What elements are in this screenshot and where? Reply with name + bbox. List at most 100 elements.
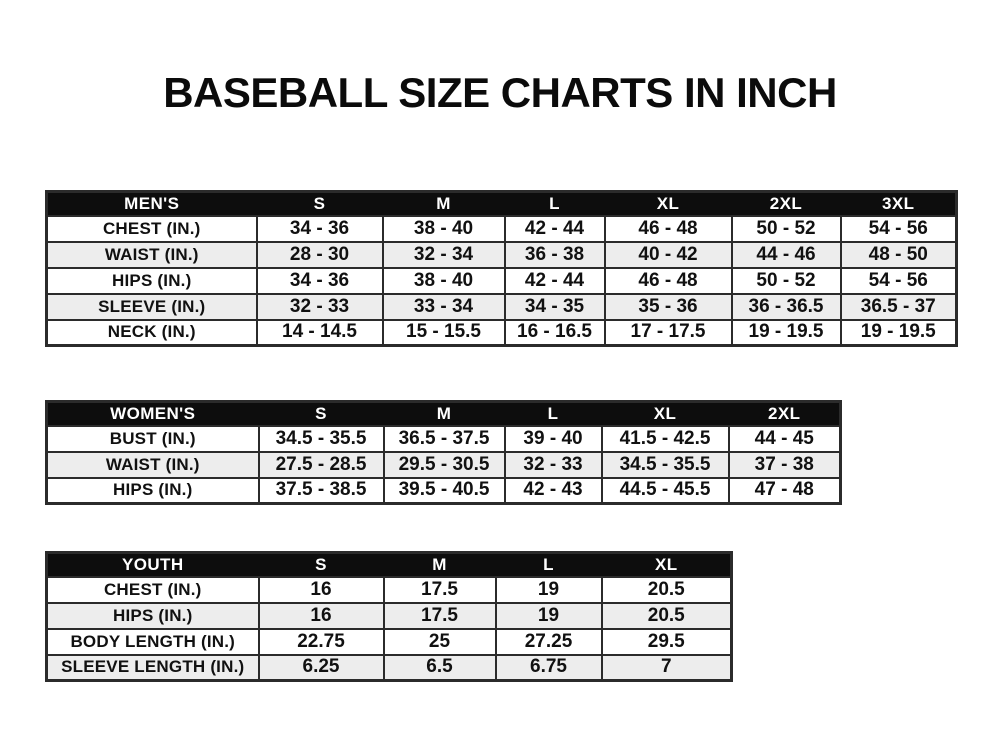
size-column-header: S: [255, 190, 384, 217]
row-label: NECK (IN.): [45, 318, 258, 347]
size-value-cell: 34.5 - 35.5: [600, 450, 730, 479]
row-label: CHEST (IN.): [45, 575, 260, 604]
size-value-cell: 34 - 35: [503, 292, 606, 321]
size-value-cell: 39 - 40: [503, 424, 603, 453]
size-value-cell: 37.5 - 38.5: [257, 476, 385, 505]
size-column-header: L: [503, 190, 606, 217]
page-title: BASEBALL SIZE CHARTS IN INCH: [163, 69, 837, 116]
header-row-youth: YOUTH S M L XL: [45, 551, 733, 578]
size-value-cell: 36.5 - 37.5: [382, 424, 506, 453]
size-value-cell: 36 - 36.5: [730, 292, 842, 321]
size-column-header: S: [257, 400, 385, 427]
size-value-cell: 44.5 - 45.5: [600, 476, 730, 505]
size-column-header: L: [503, 400, 603, 427]
size-value-cell: 47 - 48: [727, 476, 842, 505]
size-value-cell: 34 - 36: [255, 266, 384, 295]
table-row: HIPS (IN.) 16 17.5 19 20.5: [45, 601, 733, 630]
header-row-womens: WOMEN'S S M L XL 2XL: [45, 400, 842, 427]
header-row-mens: MEN'S S M L XL 2XL 3XL: [45, 190, 958, 217]
size-column-header: XL: [603, 190, 733, 217]
size-value-cell: 17.5: [382, 575, 497, 604]
size-value-cell: 17 - 17.5: [603, 318, 733, 347]
size-value-cell: 54 - 56: [839, 214, 958, 243]
size-value-cell: 44 - 45: [727, 424, 842, 453]
size-value-cell: 15 - 15.5: [381, 318, 506, 347]
row-label: WAIST (IN.): [45, 450, 260, 479]
size-column-header: XL: [600, 400, 730, 427]
size-value-cell: 34 - 36: [255, 214, 384, 243]
row-label: BUST (IN.): [45, 424, 260, 453]
size-value-cell: 50 - 52: [730, 214, 842, 243]
table-row: BUST (IN.) 34.5 - 35.5 36.5 - 37.5 39 - 40 4…: [45, 424, 842, 453]
row-label: SLEEVE LENGTH (IN.): [45, 653, 260, 682]
size-value-cell: 32 - 34: [381, 240, 506, 269]
size-column-header: 3XL: [839, 190, 958, 217]
size-value-cell: 17.5: [382, 601, 497, 630]
womens-size-table-section: WOMEN'S S M L XL 2XL BUST (IN.) 34.5 - 35.5 36.5…: [45, 400, 842, 505]
size-column-header: L: [494, 551, 603, 578]
size-value-cell: 38 - 40: [381, 266, 506, 295]
size-value-cell: 48 - 50: [839, 240, 958, 269]
table-row: HIPS (IN.) 37.5 - 38.5 39.5 - 40.5 42 - 43 4…: [45, 476, 842, 505]
size-value-cell: 29.5 - 30.5: [382, 450, 506, 479]
size-value-cell: 46 - 48: [603, 214, 733, 243]
size-value-cell: 16: [257, 575, 385, 604]
size-value-cell: 22.75: [257, 627, 385, 656]
size-table-mens: MEN'S S M L XL 2XL 3XL CHEST (IN.) 34 - 36 38 - 4…: [45, 190, 958, 347]
row-label: SLEEVE (IN.): [45, 292, 258, 321]
size-column-header: S: [257, 551, 385, 578]
row-label: WAIST (IN.): [45, 240, 258, 269]
size-value-cell: 33 - 34: [381, 292, 506, 321]
size-value-cell: 46 - 48: [603, 266, 733, 295]
size-value-cell: 6.75: [494, 653, 603, 682]
row-label: BODY LENGTH (IN.): [45, 627, 260, 656]
table-row: SLEEVE (IN.) 32 - 33 33 - 34 34 - 35 35 - 36…: [45, 292, 958, 321]
size-value-cell: 16 - 16.5: [503, 318, 606, 347]
size-value-cell: 42 - 44: [503, 266, 606, 295]
row-label: CHEST (IN.): [45, 214, 258, 243]
size-column-header: M: [381, 190, 506, 217]
size-value-cell: 38 - 40: [381, 214, 506, 243]
size-value-cell: 20.5: [600, 601, 733, 630]
size-value-cell: 35 - 36: [603, 292, 733, 321]
mens-size-table-section: MEN'S S M L XL 2XL 3XL CHEST (IN.) 34 - 36 38 - 4…: [45, 190, 958, 347]
size-value-cell: 14 - 14.5: [255, 318, 384, 347]
size-column-header: 2XL: [730, 190, 842, 217]
size-value-cell: 36.5 - 37: [839, 292, 958, 321]
size-value-cell: 7: [600, 653, 733, 682]
size-value-cell: 27.5 - 28.5: [257, 450, 385, 479]
size-value-cell: 32 - 33: [255, 292, 384, 321]
size-value-cell: 41.5 - 42.5: [600, 424, 730, 453]
size-value-cell: 25: [382, 627, 497, 656]
size-value-cell: 19 - 19.5: [839, 318, 958, 347]
table-row: WAIST (IN.) 28 - 30 32 - 34 36 - 38 40 - 42 4…: [45, 240, 958, 269]
size-column-header: XL: [600, 551, 733, 578]
size-value-cell: 44 - 46: [730, 240, 842, 269]
size-value-cell: 37 - 38: [727, 450, 842, 479]
size-value-cell: 36 - 38: [503, 240, 606, 269]
size-value-cell: 39.5 - 40.5: [382, 476, 506, 505]
row-label: HIPS (IN.): [45, 266, 258, 295]
size-value-cell: 6.25: [257, 653, 385, 682]
size-value-cell: 42 - 43: [503, 476, 603, 505]
table-row: BODY LENGTH (IN.) 22.75 25 27.25 29.5: [45, 627, 733, 656]
size-value-cell: 50 - 52: [730, 266, 842, 295]
size-table-womens: WOMEN'S S M L XL 2XL BUST (IN.) 34.5 - 35.5 36.5…: [45, 400, 842, 505]
table-row: WAIST (IN.) 27.5 - 28.5 29.5 - 30.5 32 - 33…: [45, 450, 842, 479]
table-row: CHEST (IN.) 34 - 36 38 - 40 42 - 44 46 - 48 5…: [45, 214, 958, 243]
group-header-womens: WOMEN'S: [45, 400, 260, 427]
size-value-cell: 28 - 30: [255, 240, 384, 269]
youth-size-table-section: YOUTH S M L XL CHEST (IN.) 16 17.5 19 20.5 HIPS (I…: [45, 551, 733, 682]
size-value-cell: 54 - 56: [839, 266, 958, 295]
group-header-youth: YOUTH: [45, 551, 260, 578]
size-value-cell: 42 - 44: [503, 214, 606, 243]
size-value-cell: 34.5 - 35.5: [257, 424, 385, 453]
size-value-cell: 40 - 42: [603, 240, 733, 269]
size-value-cell: 27.25: [494, 627, 603, 656]
size-value-cell: 32 - 33: [503, 450, 603, 479]
size-value-cell: 16: [257, 601, 385, 630]
size-column-header: M: [382, 400, 506, 427]
size-value-cell: 6.5: [382, 653, 497, 682]
row-label: HIPS (IN.): [45, 476, 260, 505]
table-row: NECK (IN.) 14 - 14.5 15 - 15.5 16 - 16.5 17 …: [45, 318, 958, 347]
